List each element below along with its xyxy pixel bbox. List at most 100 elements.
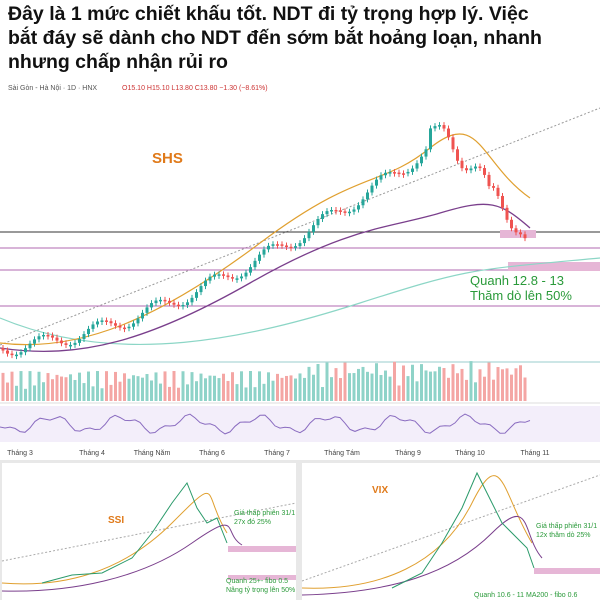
- volume-bar: [442, 368, 446, 401]
- month-label: Tháng 4: [79, 450, 105, 457]
- candle: [478, 166, 482, 169]
- volume-bar: [15, 385, 18, 401]
- note: Giá thấp phiên 31/1: [536, 521, 597, 530]
- price-line: [391, 471, 535, 589]
- candle: [411, 168, 414, 172]
- volume-bar: [1, 372, 5, 401]
- trendline: [0, 107, 600, 346]
- candle: [325, 211, 329, 215]
- candle: [109, 321, 113, 324]
- volume-bar: [105, 371, 108, 401]
- note: Quanh 25+- fibo 0.5: [226, 578, 288, 585]
- candle: [447, 128, 450, 138]
- volume-bar: [231, 372, 234, 401]
- volume-bar: [69, 374, 72, 401]
- ma-line: [0, 203, 531, 352]
- volume-bar: [42, 382, 45, 401]
- volume-bar: [87, 371, 90, 401]
- rsi-bg: [0, 406, 600, 442]
- candle: [145, 307, 149, 313]
- candle: [235, 278, 239, 280]
- volume-bar: [523, 377, 527, 401]
- volume-bar: [271, 380, 275, 401]
- candle: [10, 353, 14, 356]
- volume-bar: [514, 368, 518, 401]
- volume-bar: [46, 373, 50, 401]
- candle: [60, 340, 63, 344]
- candle: [240, 276, 243, 279]
- candle: [519, 232, 522, 235]
- volume-bar: [289, 375, 293, 401]
- ohlc: O15.10 H15.10 L13.80 C13.80 −1.30 (−8.61…: [122, 85, 268, 92]
- panel-bg: [302, 463, 600, 600]
- month-label: Tháng 3: [7, 450, 33, 457]
- candle: [168, 300, 171, 303]
- volume-bar: [127, 378, 131, 401]
- month-label: Tháng 7: [264, 450, 290, 457]
- volume-bar: [406, 376, 410, 401]
- candle: [172, 302, 176, 305]
- chart-header: Sài Gòn - Hà Nội · 1D · HNX: [8, 85, 97, 92]
- volume-bar: [501, 369, 504, 401]
- candle: [375, 179, 378, 186]
- candle: [217, 274, 221, 276]
- zone: [500, 230, 536, 238]
- zone: [534, 568, 600, 574]
- caption-line: nhưng chấp nhận rủi ro: [8, 51, 228, 73]
- caption: Đây là 1 mức chiết khấu tốt. NDT đi tỷ t…: [8, 2, 598, 74]
- candle: [474, 166, 477, 169]
- volume-bar: [28, 371, 32, 401]
- volume-bar: [217, 378, 221, 401]
- volume-bar: [316, 364, 320, 401]
- candle: [424, 149, 428, 157]
- volume-bar: [411, 364, 414, 401]
- candle: [271, 244, 275, 246]
- panel: VIX Giá thấp phiên 31/1 12x thăm dò 25% …: [301, 463, 600, 600]
- volume-bar: [123, 373, 126, 401]
- volume-bar: [235, 384, 239, 401]
- volume-bar: [330, 377, 333, 401]
- volume-bar: [136, 376, 140, 401]
- candle: [339, 210, 342, 212]
- candle: [415, 163, 419, 169]
- volume-bar: [447, 377, 450, 401]
- volume-bar: [307, 366, 311, 401]
- candles: [1, 122, 527, 360]
- candle: [249, 267, 252, 273]
- candle: [366, 192, 369, 200]
- zone: [508, 262, 600, 271]
- candle: [370, 185, 374, 193]
- volume: [1, 361, 527, 401]
- note: Giá thấp phiên 31/1: [234, 508, 295, 517]
- candle: [298, 243, 302, 247]
- candle: [105, 320, 108, 322]
- candle: [28, 343, 32, 349]
- volume-bar: [150, 380, 153, 401]
- candle: [433, 126, 437, 129]
- volume-bar: [433, 371, 437, 401]
- candle: [24, 348, 27, 353]
- volume-bar: [96, 371, 99, 401]
- volume-bar: [280, 377, 284, 401]
- candle: [303, 238, 306, 244]
- candle: [204, 280, 207, 287]
- candle: [456, 149, 459, 161]
- volume-bar: [379, 375, 383, 401]
- candle: [141, 312, 144, 319]
- candle: [334, 210, 338, 212]
- volume-bar: [253, 387, 257, 401]
- volume-bar: [420, 364, 423, 401]
- candle: [496, 187, 500, 196]
- candle: [33, 339, 36, 344]
- candle: [406, 171, 410, 174]
- volume-bar: [172, 371, 176, 401]
- volume-bar: [325, 362, 329, 401]
- price-line: [41, 481, 228, 584]
- candle: [397, 172, 401, 175]
- volume-bar: [190, 372, 194, 401]
- volume-bar: [415, 381, 419, 401]
- volume-bar: [226, 380, 230, 401]
- candle: [343, 211, 347, 213]
- volume-bar: [469, 361, 473, 401]
- volume-bar: [388, 376, 392, 401]
